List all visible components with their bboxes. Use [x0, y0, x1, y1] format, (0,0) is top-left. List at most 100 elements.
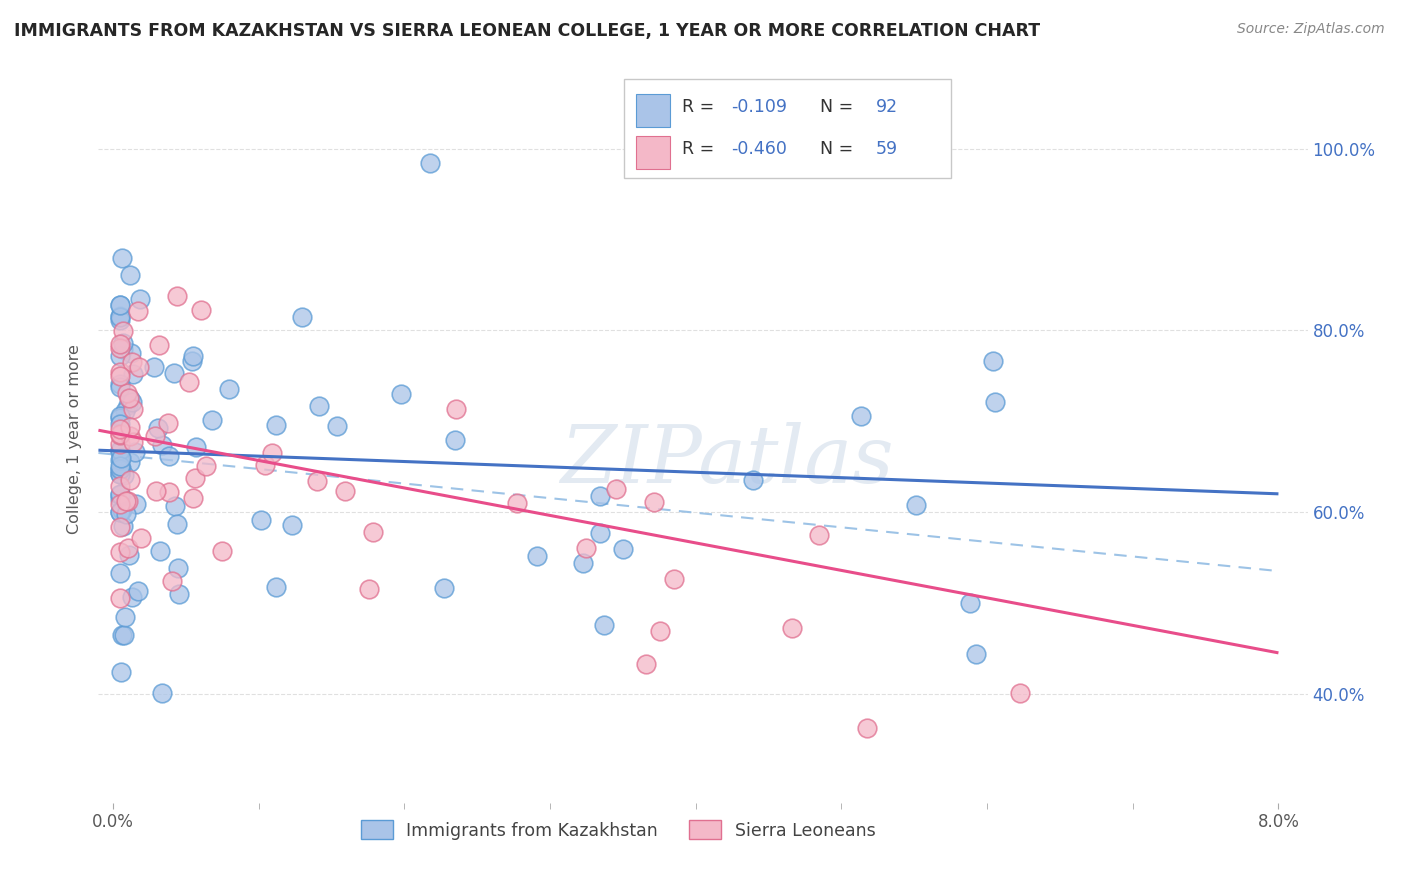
Point [264, 417, 287, 432]
Point [589, 489, 612, 503]
Point [166, 517, 188, 532]
Point [218, 382, 240, 396]
Point [112, 324, 135, 338]
Text: -0.460: -0.460 [731, 139, 787, 158]
Point [211, 544, 233, 558]
Point [110, 252, 132, 266]
Point [110, 461, 132, 475]
Legend: Immigrants from Kazakhstan, Sierra Leoneans: Immigrants from Kazakhstan, Sierra Leone… [354, 814, 883, 847]
Point [983, 395, 1005, 409]
Point [149, 544, 172, 558]
Point [110, 437, 132, 451]
Point [110, 452, 132, 467]
Point [849, 409, 872, 423]
Point [110, 298, 132, 312]
Point [110, 411, 132, 425]
Point [444, 433, 467, 447]
Point [121, 591, 143, 605]
Point [589, 525, 612, 540]
Point [195, 459, 218, 474]
Point [742, 473, 765, 487]
Point [150, 438, 173, 452]
Point [110, 310, 132, 324]
Point [110, 409, 132, 423]
Point [124, 445, 146, 459]
Point [110, 341, 132, 355]
FancyBboxPatch shape [637, 95, 671, 127]
Point [249, 512, 271, 526]
Point [335, 483, 357, 498]
Point [146, 420, 169, 434]
Point [150, 686, 173, 700]
Point [122, 367, 145, 381]
Point [664, 572, 686, 586]
Point [181, 349, 204, 363]
Point [110, 368, 132, 383]
Point [114, 628, 136, 642]
Point [127, 584, 149, 599]
Point [110, 380, 132, 394]
Point [291, 310, 314, 324]
Text: ZIPatlas: ZIPatlas [561, 423, 894, 500]
Point [305, 474, 328, 488]
Point [110, 309, 132, 323]
Point [156, 417, 179, 431]
Point [190, 303, 212, 318]
Point [143, 429, 166, 443]
Point [264, 580, 287, 594]
Point [110, 545, 132, 559]
Text: 92: 92 [876, 98, 898, 116]
Point [419, 156, 441, 170]
Point [110, 376, 132, 391]
Point [612, 541, 634, 556]
Point [110, 479, 132, 493]
Point [162, 366, 184, 380]
Point [166, 560, 188, 574]
Text: 59: 59 [876, 139, 898, 158]
Point [110, 349, 132, 363]
Text: -0.109: -0.109 [731, 98, 787, 116]
Point [361, 524, 384, 539]
Point [166, 288, 188, 302]
Point [593, 618, 616, 632]
Point [110, 591, 132, 605]
Point [129, 292, 152, 306]
Point [110, 428, 132, 442]
Point [110, 467, 132, 482]
Point [117, 398, 139, 412]
Point [1010, 686, 1032, 700]
Point [115, 493, 138, 508]
Point [115, 386, 138, 401]
Point [184, 440, 207, 454]
Point [110, 487, 132, 501]
Point [648, 624, 671, 639]
Point [110, 336, 132, 351]
Point [160, 574, 183, 589]
Text: R =: R = [682, 139, 720, 158]
Text: R =: R = [682, 98, 720, 116]
Point [145, 483, 167, 498]
Text: N =: N = [810, 98, 859, 116]
Text: N =: N = [810, 139, 859, 158]
Point [184, 470, 207, 484]
Point [643, 495, 665, 509]
Point [120, 392, 142, 406]
Point [110, 665, 132, 680]
Point [114, 609, 136, 624]
Point [118, 548, 141, 562]
Point [308, 400, 330, 414]
FancyBboxPatch shape [637, 136, 671, 169]
Point [122, 434, 145, 449]
Point [110, 313, 132, 327]
Point [634, 657, 657, 672]
Point [110, 467, 132, 481]
Point [111, 519, 134, 533]
Point [981, 353, 1004, 368]
Point [120, 429, 142, 443]
Point [856, 721, 879, 735]
Point [112, 336, 135, 351]
Point [575, 541, 598, 556]
Point [121, 355, 143, 369]
Point [120, 419, 142, 434]
Point [118, 391, 141, 405]
